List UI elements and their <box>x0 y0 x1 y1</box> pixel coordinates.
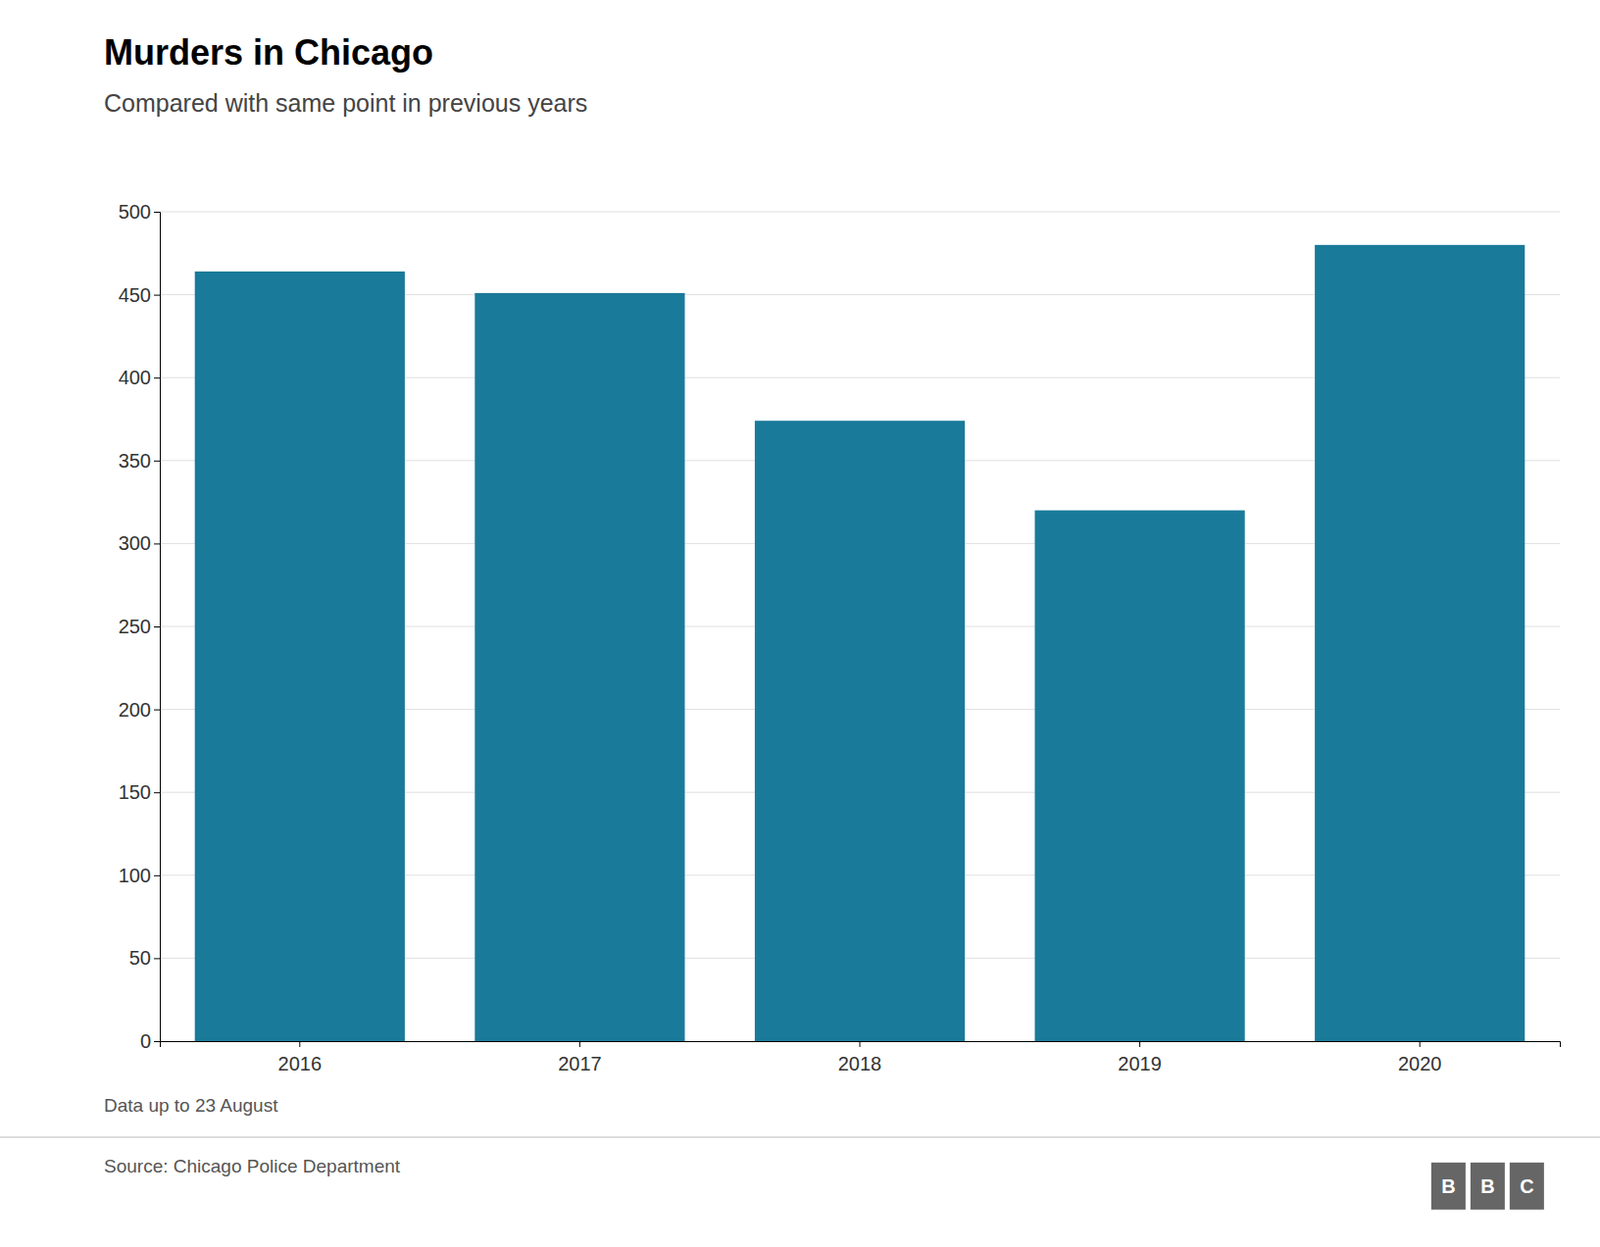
y-tick-label: 300 <box>118 532 151 554</box>
logo-box <box>1470 1162 1505 1210</box>
y-tick: 150 <box>118 781 160 803</box>
separator <box>0 1137 1600 1139</box>
y-tick-mark <box>153 543 160 545</box>
grid-line <box>159 211 1560 213</box>
y-tick-label: 50 <box>129 947 151 969</box>
bar <box>474 293 685 1042</box>
x-tick: 2018 <box>838 1041 883 1075</box>
y-tick-mark <box>153 626 160 628</box>
y-axis: 0 50 100 150 200 250 300 350 400 450 500 <box>118 200 161 1052</box>
x-axis-line <box>160 1042 1561 1049</box>
x-tick-label: 2016 <box>278 1052 323 1075</box>
logo: BBC <box>1431 1162 1545 1210</box>
source: Source: Chicago Police Department <box>103 1155 401 1177</box>
y-tick: 400 <box>118 366 160 389</box>
y-tick-mark <box>153 377 160 379</box>
x-tick-mark <box>859 1041 861 1048</box>
grid <box>159 211 1560 1042</box>
y-tick-mark <box>153 709 160 711</box>
y-tick: 0 <box>140 1030 160 1052</box>
x-tick-label: 2017 <box>557 1052 602 1075</box>
x-tick: 2019 <box>1117 1041 1162 1075</box>
y-tick: 450 <box>118 284 160 306</box>
subtitle: Compared with same point in previous yea… <box>103 89 588 117</box>
chart-svg: Murders in Chicago Compared with same poi… <box>0 0 1600 1247</box>
bars <box>195 245 1526 1042</box>
bar <box>195 271 405 1042</box>
bar <box>1314 245 1525 1042</box>
y-tick-label: 100 <box>118 864 151 887</box>
bar <box>1035 510 1246 1042</box>
x-tick-mark <box>299 1041 300 1048</box>
x-tick: 2017 <box>557 1041 602 1075</box>
y-tick-label: 450 <box>118 284 151 306</box>
y-tick-label: 350 <box>118 450 151 472</box>
x-tick-mark <box>1139 1041 1141 1048</box>
x-tick-label: 2018 <box>838 1052 883 1075</box>
x-tick: 2016 <box>278 1041 323 1075</box>
y-tick-label: 200 <box>118 699 151 721</box>
y-tick: 100 <box>118 864 160 887</box>
y-tick: 350 <box>118 450 160 472</box>
x-tick-label: 2019 <box>1117 1052 1162 1075</box>
y-tick-label: 150 <box>118 781 151 803</box>
x-tick-mark <box>579 1041 581 1048</box>
y-tick-mark <box>153 875 160 877</box>
logo-box <box>1431 1162 1466 1210</box>
y-tick-mark <box>153 792 160 794</box>
bar <box>754 420 965 1042</box>
x-tick-mark <box>1419 1041 1421 1048</box>
y-tick: 200 <box>118 699 160 721</box>
note: Data up to 23 August <box>103 1095 279 1116</box>
logo-text: BBC <box>1441 1175 1534 1198</box>
y-tick-label: 0 <box>140 1030 151 1052</box>
y-tick: 250 <box>118 615 160 638</box>
y-tick: 50 <box>129 947 160 969</box>
y-tick-label: 250 <box>118 615 151 638</box>
x-tick-label: 2020 <box>1398 1052 1443 1075</box>
y-tick-mark <box>153 460 160 462</box>
x-tick: 2020 <box>1398 1041 1443 1075</box>
y-tick-mark <box>153 211 160 213</box>
plot: 0501001502002503003504004505002016201720… <box>118 200 1561 1075</box>
x-axis: 2016 2017 2018 2019 2020 <box>160 1041 1561 1075</box>
logo-box <box>1509 1162 1545 1210</box>
y-tick: 500 <box>118 200 160 223</box>
y-tick-mark <box>153 295 160 297</box>
title: Murders in Chicago <box>103 32 434 73</box>
y-tick: 300 <box>118 532 160 554</box>
y-tick-mark <box>153 1041 160 1043</box>
y-tick-label: 500 <box>118 200 151 223</box>
y-axis-line <box>153 212 161 1043</box>
y-tick-label: 400 <box>118 366 151 389</box>
y-tick-mark <box>153 957 160 959</box>
